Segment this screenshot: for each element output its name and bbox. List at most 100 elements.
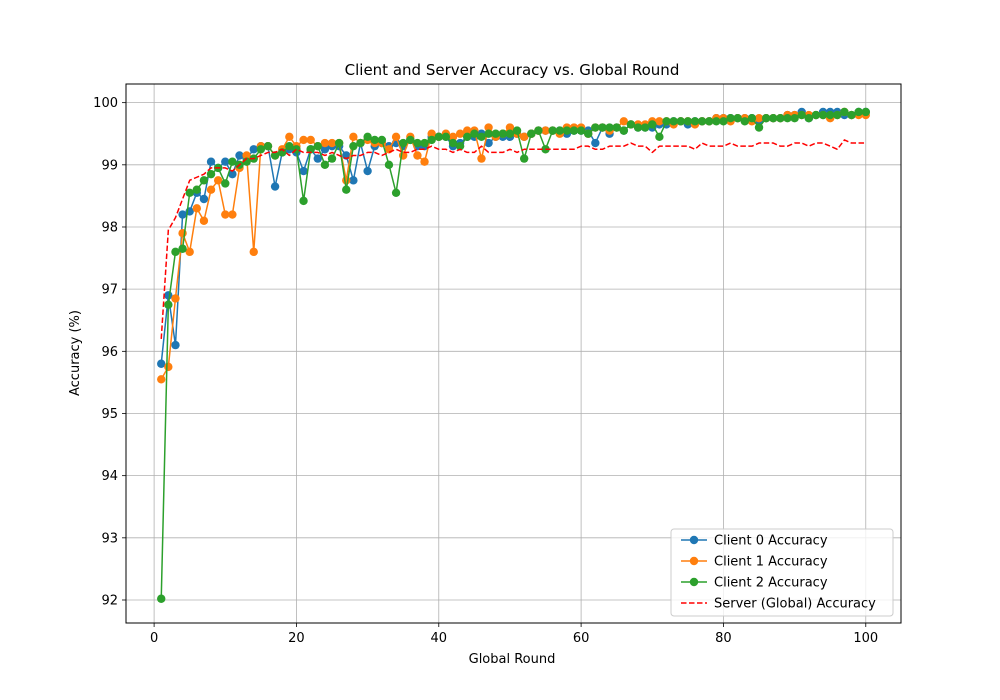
series-2-point — [285, 141, 294, 151]
legend: Client 0 Accuracy Client 1 Accuracy Client… — [670, 528, 894, 617]
legend-marker — [689, 556, 699, 566]
series-0-point — [235, 151, 244, 160]
series-0-point — [221, 157, 230, 166]
series-0-point — [199, 194, 209, 204]
series-2-point — [576, 126, 586, 135]
legend-entry: Client 1 Accuracy — [681, 555, 828, 570]
series-1-point — [420, 157, 429, 166]
x-tick-label: 40 — [431, 631, 448, 646]
series-0-point — [171, 340, 180, 350]
series-2-point — [455, 141, 465, 151]
series-2-point — [619, 126, 629, 135]
y-tick-label: 96 — [101, 345, 118, 360]
plot-area: 0 20 40 60 80 100 92 93 94 95 96 97 98 99 100 — [93, 83, 902, 646]
series-1-point — [192, 204, 202, 213]
series-2-point — [555, 126, 564, 135]
series-1-point — [213, 176, 223, 185]
series-2-point — [690, 117, 700, 126]
series-1-point — [221, 210, 230, 219]
series-2-point — [697, 117, 707, 126]
series-0-point — [178, 210, 187, 219]
series-2-point — [754, 123, 764, 132]
x-tick-label: 60 — [573, 631, 590, 646]
series-2-point — [299, 196, 308, 206]
series-layer — [157, 107, 870, 603]
series-1-point — [413, 151, 422, 160]
series-1-point — [199, 216, 209, 225]
series-0-point — [299, 166, 308, 176]
legend-label: Server (Global) Accuracy — [714, 597, 876, 612]
y-tick-label: 98 — [101, 220, 118, 235]
series-1-point — [164, 362, 173, 372]
series-2-point — [192, 185, 202, 194]
series-2-point — [413, 138, 422, 148]
series-2-point — [512, 126, 522, 135]
series-1-point — [455, 129, 465, 138]
series-1-point — [242, 151, 251, 160]
series-1-point — [320, 138, 330, 148]
series-2-point — [591, 123, 600, 132]
series-2-point — [356, 138, 365, 148]
series-2-point — [491, 129, 500, 138]
series-1-point — [477, 154, 486, 163]
series-2-point — [157, 594, 166, 603]
legend-entry: Client 2 Accuracy — [681, 576, 828, 591]
series-2-point — [683, 117, 693, 126]
series-2-point — [206, 169, 216, 179]
y-tick-label: 97 — [101, 283, 118, 298]
series-2-point — [313, 141, 322, 151]
series-2-point — [363, 132, 372, 142]
series-2-point — [626, 120, 636, 129]
series-2-point — [811, 110, 821, 120]
series-2-point — [705, 117, 714, 126]
y-tick-label: 92 — [101, 593, 118, 608]
series-2-point — [833, 110, 842, 120]
series-2-point — [519, 154, 529, 163]
series-0-point — [313, 154, 322, 163]
series-2-point — [562, 126, 572, 135]
series-2-point — [584, 129, 593, 138]
series-2-point — [662, 117, 671, 126]
series-2-point — [370, 135, 379, 145]
series-1-point — [484, 123, 493, 132]
legend-box — [670, 528, 894, 617]
y-tick-label: 95 — [101, 407, 118, 422]
series-0-point — [228, 169, 237, 179]
series-2-point — [470, 129, 479, 138]
series-2-point — [477, 132, 486, 142]
series-2-point — [498, 129, 508, 138]
series-2-point — [712, 117, 721, 126]
x-axis: 0 20 40 60 80 100 — [150, 623, 878, 646]
series-2-point — [733, 113, 742, 123]
series-2-point — [605, 123, 614, 132]
legend-label: Client 1 Accuracy — [714, 555, 828, 570]
series-0-point — [206, 157, 216, 166]
series-0-point — [320, 145, 330, 154]
series-2-point — [612, 123, 621, 132]
series-2-point — [640, 123, 650, 132]
series-2-point — [320, 160, 330, 170]
series-1-point — [391, 132, 401, 142]
series-1-point — [285, 132, 294, 142]
series-2-point — [327, 154, 337, 163]
series-1-point — [655, 117, 664, 126]
series-1-point — [541, 126, 550, 135]
series-1-point — [342, 176, 351, 185]
series-1-point — [185, 247, 194, 257]
y-tick-label: 100 — [93, 96, 118, 111]
series-2-point — [334, 138, 344, 148]
series-1-point — [463, 126, 472, 135]
series-2-point — [861, 107, 870, 117]
series-2-point — [840, 107, 849, 117]
x-tick-label: 80 — [715, 631, 732, 646]
series-2-point — [185, 188, 194, 197]
plot-frame — [125, 83, 902, 624]
series-2-point — [406, 135, 415, 145]
series-2-point — [441, 132, 451, 142]
series-2-point — [448, 138, 458, 148]
series-2-point — [534, 126, 543, 135]
series-2-point — [818, 110, 828, 120]
series-1-point — [299, 135, 308, 145]
series-2-point — [633, 123, 643, 132]
